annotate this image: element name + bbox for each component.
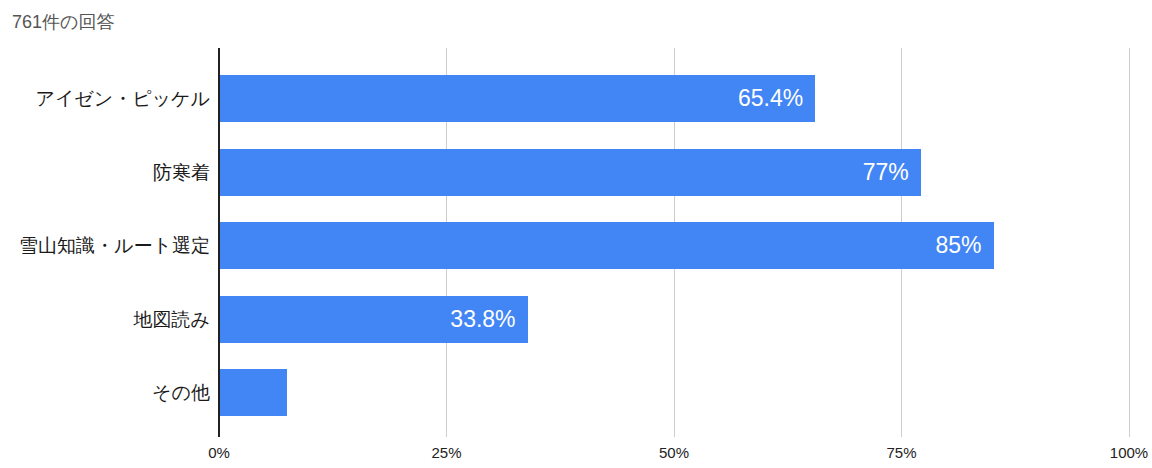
bar-value-label: 85% bbox=[220, 222, 994, 269]
x-tick-label: 100% bbox=[1089, 444, 1152, 461]
category-label: 地図読み bbox=[0, 296, 210, 343]
category-label: 防寒着 bbox=[0, 149, 210, 196]
bar-value-label: 33.8% bbox=[220, 296, 528, 343]
response-count-title: 761件の回答 bbox=[12, 10, 114, 34]
category-label: その他 bbox=[0, 369, 210, 416]
category-label: 雪山知識・ルート選定 bbox=[0, 222, 210, 269]
gridline-100% bbox=[1129, 48, 1130, 437]
x-tick-label: 75% bbox=[862, 444, 942, 461]
bar bbox=[220, 369, 287, 416]
x-tick-label: 0% bbox=[179, 444, 259, 461]
x-tick-label: 25% bbox=[407, 444, 487, 461]
bar-value-label: 77% bbox=[220, 149, 921, 196]
category-label: アイゼン・ピッケル bbox=[0, 75, 210, 122]
x-tick-label: 50% bbox=[634, 444, 714, 461]
bar-chart: 761件の回答 0% 25% 50% 75% 100% アイゼン・ピッケル65.4%防寒着… bbox=[0, 0, 1152, 468]
bar-value-label: 65.4% bbox=[220, 75, 815, 122]
